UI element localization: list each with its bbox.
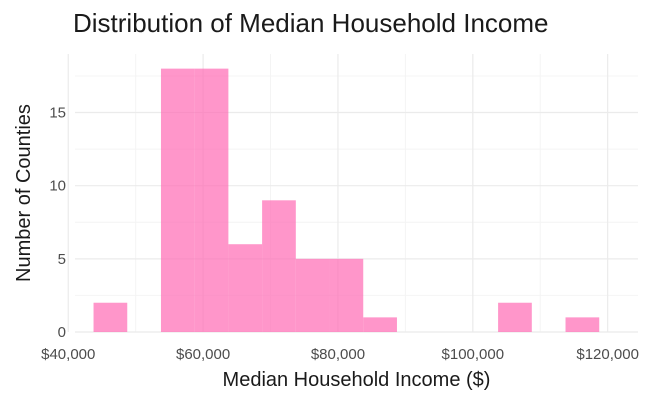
y-tick-label: 15 <box>49 105 66 122</box>
histogram-bar <box>565 317 600 332</box>
y-axis-title: Number of Counties <box>13 104 35 282</box>
histogram-bar <box>295 258 330 332</box>
bars <box>93 68 600 332</box>
histogram-bar <box>329 258 364 332</box>
histogram-bar <box>262 200 296 332</box>
histogram-bar <box>160 68 195 332</box>
histogram-bar <box>363 317 397 332</box>
x-tick-label: $100,000 <box>442 346 505 363</box>
y-tick-label: 0 <box>58 324 66 341</box>
x-tick-label: $40,000 <box>41 346 95 363</box>
histogram-bar <box>194 68 229 332</box>
y-axis-ticks: 0 5 10 15 <box>49 105 66 341</box>
x-axis-title: Median Household Income ($) <box>223 369 491 391</box>
y-tick-label: 5 <box>58 251 66 268</box>
x-axis-ticks: $40,000 $60,000 $80,000 $100,000 $120,000 <box>41 346 639 363</box>
x-tick-label: $80,000 <box>311 346 365 363</box>
histogram-bar <box>228 244 263 332</box>
histogram-bar <box>498 302 532 332</box>
chart-title: Distribution of Median Household Income <box>73 8 549 38</box>
y-tick-label: 10 <box>49 178 66 195</box>
histogram-bar <box>93 302 128 332</box>
x-tick-label: $120,000 <box>576 346 639 363</box>
x-tick-label: $60,000 <box>176 346 230 363</box>
